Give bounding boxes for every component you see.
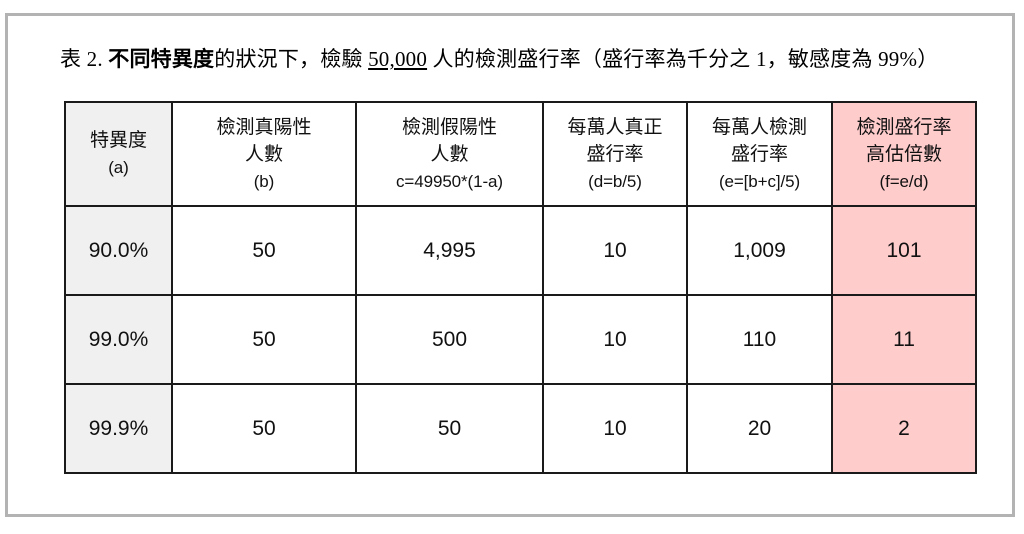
cell-true-positive-count: 50 xyxy=(171,383,357,474)
cell-value: 50 xyxy=(252,328,276,351)
cell-overestimate-factor: 11 xyxy=(831,294,977,385)
caption-underlined-number: 50,000 xyxy=(368,47,428,71)
table-row: 90.0% 50 4,995 10 1,009 101 xyxy=(64,205,977,296)
header-line-1: 每萬人真正 xyxy=(567,116,663,138)
header-line-2: (a) xyxy=(108,158,129,177)
caption-bold-term: 不同特異度 xyxy=(108,47,215,71)
cell-value: 10 xyxy=(603,417,627,440)
header-cell-true-prevalence-per-10000: 每萬人真正 盛行率 (d=b/5) xyxy=(542,101,688,207)
header-cell-false-positive-count: 檢測假陽性 人數 c=49950*(1-a) xyxy=(355,101,544,207)
header-line-2: 高估倍數 xyxy=(865,143,942,165)
cell-value: 50 xyxy=(252,417,276,440)
caption-middle: 的狀況下，檢驗 xyxy=(214,47,369,71)
caption-prefix: 表 2. xyxy=(60,47,109,71)
header-line-2: 人數 xyxy=(430,143,469,165)
header-line-1: 檢測真陽性 xyxy=(216,116,312,138)
cell-value: 50 xyxy=(437,417,462,440)
cell-value: 11 xyxy=(893,328,915,351)
cell-value: 2 xyxy=(898,417,910,440)
cell-false-positive-count: 4,995 xyxy=(355,205,544,296)
header-line-3: (b) xyxy=(253,171,275,191)
header-row: 特異度 (a) 檢測真陽性 人數 (b) 檢測假陽性 人數 c=49950*(1… xyxy=(64,101,977,207)
cell-value: 10 xyxy=(603,239,627,262)
table-header: 特異度 (a) 檢測真陽性 人數 (b) 檢測假陽性 人數 c=49950*(1… xyxy=(64,101,977,207)
header-line-1: 每萬人檢測 xyxy=(711,116,807,138)
cell-value: 500 xyxy=(431,328,468,351)
cell-true-positive-count: 50 xyxy=(171,205,357,296)
header-line-2: 盛行率 xyxy=(586,143,644,165)
table-row: 99.0% 50 500 10 110 11 xyxy=(64,294,977,385)
cell-specificity: 90.0% xyxy=(64,205,173,296)
cell-value: 110 xyxy=(742,328,777,351)
table-caption: 表 2. 不同特異度的狀況下，檢驗 50,000 人的檢測盛行率（盛行率為千分之… xyxy=(60,45,980,73)
header-line-3: c=49950*(1-a) xyxy=(396,171,503,191)
header-cell-tested-prevalence-per-10000: 每萬人檢測 盛行率 (e=[b+c]/5) xyxy=(686,101,833,207)
header-line-3: (f=e/d) xyxy=(879,171,929,191)
cell-value: 101 xyxy=(886,239,922,262)
header-cell-specificity: 特異度 (a) xyxy=(64,101,173,207)
cell-overestimate-factor: 2 xyxy=(831,383,977,474)
cell-true-prevalence: 10 xyxy=(542,383,688,474)
header-line-3: (d=b/5) xyxy=(588,171,642,191)
caption-suffix: 人的檢測盛行率（盛行率為千分之 1，敏感度為 99%） xyxy=(427,47,939,71)
cell-value: 1,009 xyxy=(733,239,786,262)
cell-value: 90.0% xyxy=(88,239,149,262)
cell-value: 4,995 xyxy=(423,239,476,262)
cell-value: 99.9% xyxy=(88,417,149,440)
header-line-1: 檢測盛行率 xyxy=(856,116,952,138)
cell-value: 20 xyxy=(747,417,772,440)
header-line-2: 盛行率 xyxy=(730,143,788,165)
header-cell-overestimate-factor: 檢測盛行率 高估倍數 (f=e/d) xyxy=(831,101,977,207)
cell-value: 99.0% xyxy=(88,328,149,351)
cell-tested-prevalence: 110 xyxy=(686,294,833,385)
cell-true-prevalence: 10 xyxy=(542,294,688,385)
header-line-3: (e=[b+c]/5) xyxy=(718,171,801,191)
cell-value: 50 xyxy=(252,239,276,262)
cell-tested-prevalence: 20 xyxy=(686,383,833,474)
cell-value: 10 xyxy=(603,328,627,351)
cell-overestimate-factor: 101 xyxy=(831,205,977,296)
cell-true-prevalence: 10 xyxy=(542,205,688,296)
cell-specificity: 99.0% xyxy=(64,294,173,385)
cell-tested-prevalence: 1,009 xyxy=(686,205,833,296)
cell-false-positive-count: 500 xyxy=(355,294,544,385)
header-cell-true-positive-count: 檢測真陽性 人數 (b) xyxy=(171,101,357,207)
header-line-2: 人數 xyxy=(244,143,283,165)
cell-false-positive-count: 50 xyxy=(355,383,544,474)
header-line-1: 檢測假陽性 xyxy=(401,116,497,138)
cell-true-positive-count: 50 xyxy=(171,294,357,385)
cell-specificity: 99.9% xyxy=(64,383,173,474)
prevalence-table: 特異度 (a) 檢測真陽性 人數 (b) 檢測假陽性 人數 c=49950*(1… xyxy=(64,101,977,474)
table-body: 90.0% 50 4,995 10 1,009 101 99.0% 50 500… xyxy=(64,205,977,474)
table-row: 99.9% 50 50 10 20 2 xyxy=(64,383,977,474)
header-line-1: 特異度 xyxy=(89,130,147,151)
document-page: 表 2. 不同特異度的狀況下，檢驗 50,000 人的檢測盛行率（盛行率為千分之… xyxy=(5,13,1015,517)
